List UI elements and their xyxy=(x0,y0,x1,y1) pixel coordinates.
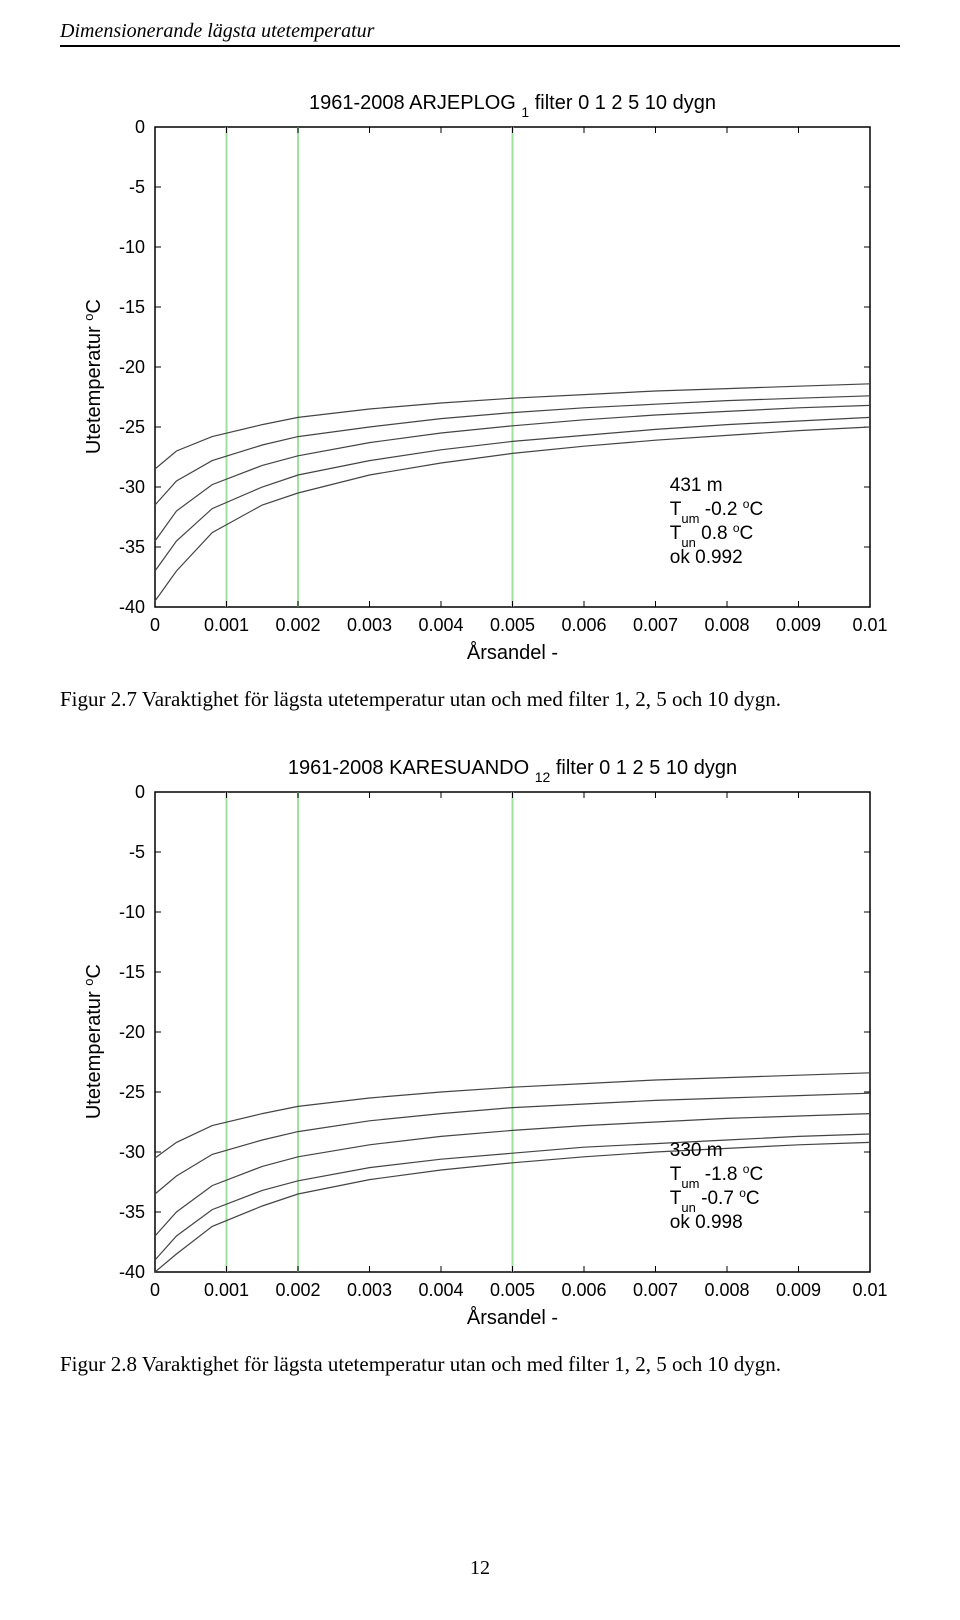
svg-text:0.009: 0.009 xyxy=(776,615,821,635)
chart-1-caption: Figur 2.7 Varaktighet för lägsta utetemp… xyxy=(60,687,900,712)
svg-text:0.005: 0.005 xyxy=(490,615,535,635)
svg-text:-30: -30 xyxy=(119,1142,145,1162)
svg-text:431 m: 431 m xyxy=(670,475,723,496)
chart-2-caption: Figur 2.8 Varaktighet för lägsta utetemp… xyxy=(60,1352,900,1377)
svg-text:ok 0.998: ok 0.998 xyxy=(670,1212,743,1233)
svg-text:-10: -10 xyxy=(119,237,145,257)
svg-text:0.004: 0.004 xyxy=(418,1280,463,1300)
svg-text:0.005: 0.005 xyxy=(490,1280,535,1300)
svg-text:1961-2008 ARJEPLOG 1 fil: 1961-2008 ARJEPLOG 1 filter 0 1 2 5 10 d… xyxy=(309,92,716,120)
svg-text:-20: -20 xyxy=(119,357,145,377)
svg-text:0.01: 0.01 xyxy=(852,1280,887,1300)
svg-text:0.004: 0.004 xyxy=(418,615,463,635)
svg-text:-35: -35 xyxy=(119,537,145,557)
svg-text:0: 0 xyxy=(135,117,145,137)
svg-text:-10: -10 xyxy=(119,902,145,922)
svg-text:0.001: 0.001 xyxy=(204,1280,249,1300)
svg-text:0.006: 0.006 xyxy=(561,615,606,635)
svg-text:0.006: 0.006 xyxy=(561,1280,606,1300)
svg-text:0.01: 0.01 xyxy=(852,615,887,635)
svg-text:Årsandel -: Årsandel - xyxy=(467,1306,558,1329)
chart-2-svg: -40 -35 -30 -25 -20 -15 -10 -5 0 0 0.001 0.002 0.003… xyxy=(70,742,890,1342)
page-header: Dimensionerande lägsta utetemperatur xyxy=(60,20,900,47)
svg-text:0: 0 xyxy=(135,782,145,802)
svg-text:-20: -20 xyxy=(119,1022,145,1042)
page-number: 12 xyxy=(0,1557,960,1580)
svg-text:0: 0 xyxy=(150,615,160,635)
svg-text:0.007: 0.007 xyxy=(633,1280,678,1300)
svg-text:-5: -5 xyxy=(129,842,145,862)
svg-text:0.003: 0.003 xyxy=(347,615,392,635)
svg-text:0.003: 0.003 xyxy=(347,1280,392,1300)
svg-text:330 m: 330 m xyxy=(670,1140,723,1161)
svg-text:-40: -40 xyxy=(119,597,145,617)
svg-text:0.001: 0.001 xyxy=(204,615,249,635)
svg-text:-30: -30 xyxy=(119,477,145,497)
svg-text:-40: -40 xyxy=(119,1262,145,1282)
svg-text:-15: -15 xyxy=(119,962,145,982)
chart-1-svg: -40 -35 -30 -25 -20 -15 -10 -5 0 0 0.001 0.002 0.003… xyxy=(70,77,890,677)
svg-text:-25: -25 xyxy=(119,417,145,437)
svg-text:ok 0.992: ok 0.992 xyxy=(670,547,743,568)
svg-text:-25: -25 xyxy=(119,1082,145,1102)
svg-text:0.008: 0.008 xyxy=(704,615,749,635)
svg-text:0.009: 0.009 xyxy=(776,1280,821,1300)
svg-text:0.002: 0.002 xyxy=(275,615,320,635)
svg-text:Utetemperatur oC: Utetemperatur oC xyxy=(81,964,106,1119)
svg-text:0: 0 xyxy=(150,1280,160,1300)
svg-text:0.008: 0.008 xyxy=(704,1280,749,1300)
svg-text:1961-2008 KARESUANDO 12: 1961-2008 KARESUANDO 12 filter 0 1 2 5 1… xyxy=(288,757,737,785)
svg-text:-15: -15 xyxy=(119,297,145,317)
svg-text:Utetemperatur oC: Utetemperatur oC xyxy=(81,299,106,454)
svg-text:0.002: 0.002 xyxy=(275,1280,320,1300)
chart-2-block: -40 -35 -30 -25 -20 -15 -10 -5 0 0 0.001 0.002 0.003… xyxy=(70,742,890,1342)
svg-text:Årsandel -: Årsandel - xyxy=(467,641,558,664)
chart-1-block: -40 -35 -30 -25 -20 -15 -10 -5 0 0 0.001 0.002 0.003… xyxy=(70,77,890,677)
svg-text:-5: -5 xyxy=(129,177,145,197)
svg-text:0.007: 0.007 xyxy=(633,615,678,635)
svg-text:-35: -35 xyxy=(119,1202,145,1222)
